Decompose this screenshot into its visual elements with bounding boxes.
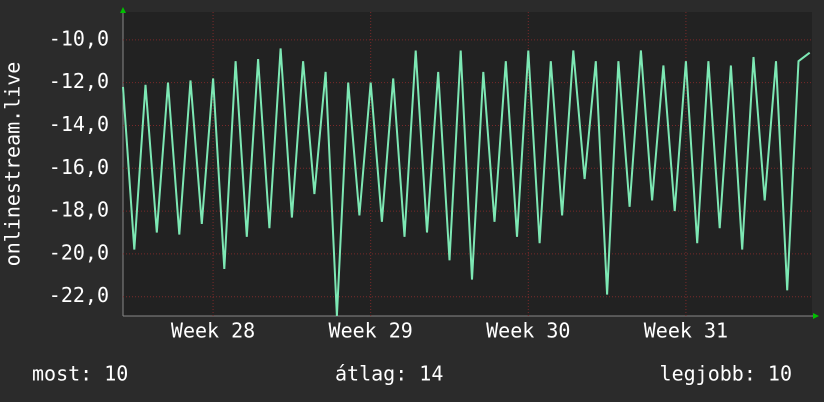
y-tick-label: -14,0: [49, 112, 109, 136]
footer-average: átlag: 14: [335, 362, 443, 386]
x-tick-label: Week 29: [329, 319, 413, 343]
y-axis-label: onlinestream.live: [1, 62, 25, 267]
footer-best: legjobb: 10: [660, 362, 792, 386]
y-tick-label: -10,0: [49, 26, 109, 50]
y-tick-label: -12,0: [49, 69, 109, 93]
x-tick-label: Week 30: [486, 319, 570, 343]
x-tick-label: Week 31: [644, 319, 728, 343]
y-tick-label: -16,0: [49, 155, 109, 179]
y-tick-label: -22,0: [49, 283, 109, 307]
x-tick-label: Week 28: [171, 319, 255, 343]
series-line: [122, 48, 811, 317]
y-tick-label: -18,0: [49, 198, 109, 222]
footer-current: most: 10: [32, 362, 128, 386]
y-axis-arrow: [120, 7, 126, 13]
plot-area: [123, 12, 812, 316]
x-axis-arrow: [813, 313, 819, 319]
y-tick-label: -20,0: [49, 240, 109, 264]
